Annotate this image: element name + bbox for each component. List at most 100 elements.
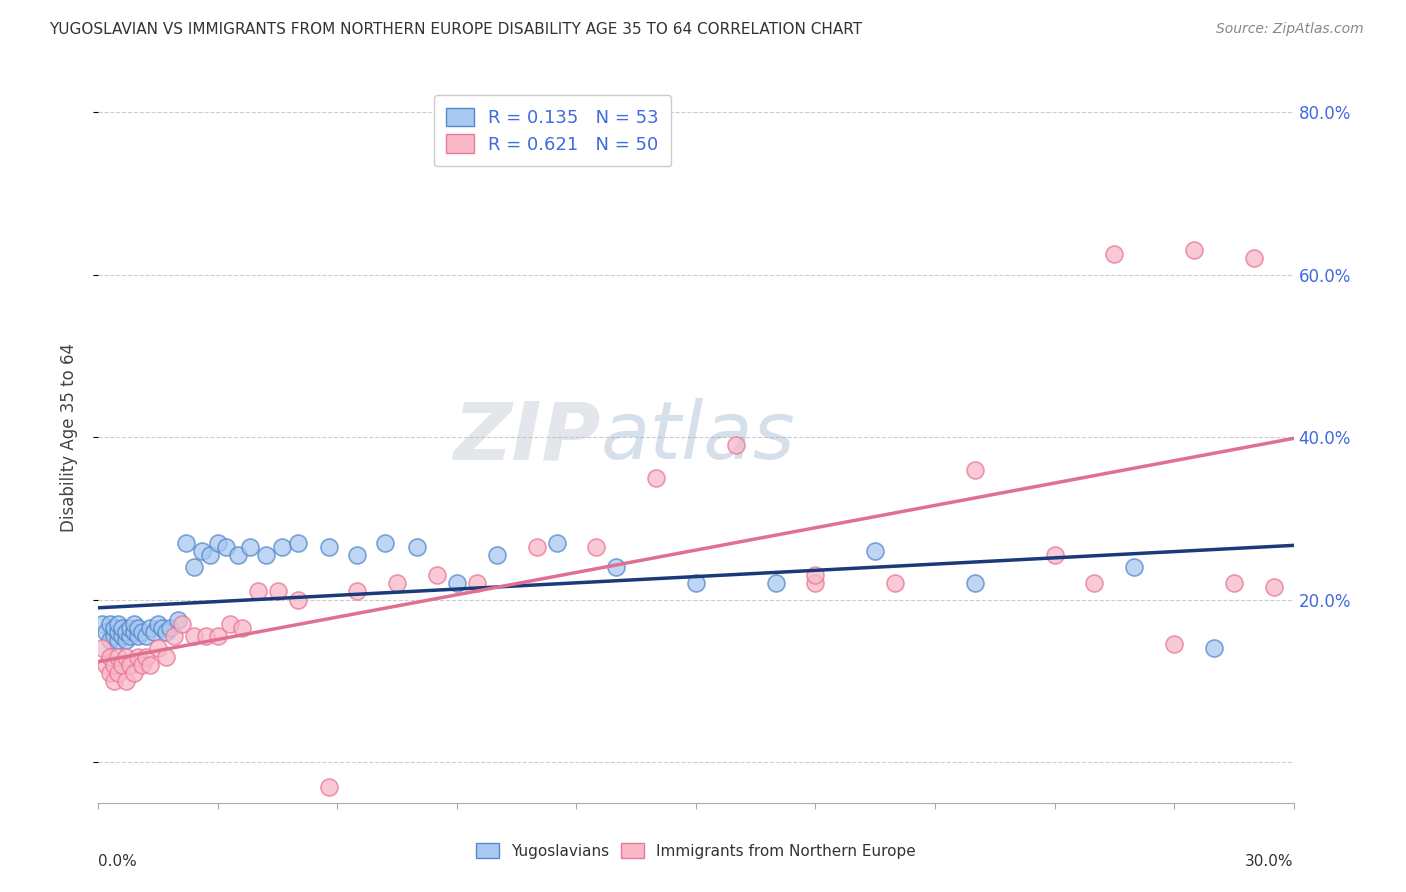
Point xyxy=(98,665,122,680)
Point xyxy=(254,548,277,562)
Point xyxy=(585,540,607,554)
Point xyxy=(98,617,122,632)
Point xyxy=(374,535,396,549)
Point xyxy=(115,625,138,640)
Point xyxy=(804,576,827,591)
Text: YUGOSLAVIAN VS IMMIGRANTS FROM NORTHERN EUROPE DISABILITY AGE 35 TO 64 CORRELATI: YUGOSLAVIAN VS IMMIGRANTS FROM NORTHERN … xyxy=(49,22,862,37)
Point xyxy=(526,540,548,554)
Point xyxy=(1083,576,1105,591)
Point xyxy=(207,629,229,643)
Point xyxy=(1123,560,1146,574)
Text: atlas: atlas xyxy=(600,398,796,476)
Point xyxy=(865,544,887,558)
Point xyxy=(546,535,568,549)
Point xyxy=(148,617,170,632)
Point xyxy=(150,621,173,635)
Point xyxy=(91,617,114,632)
Text: Source: ZipAtlas.com: Source: ZipAtlas.com xyxy=(1216,22,1364,37)
Legend: Yugoslavians, Immigrants from Northern Europe: Yugoslavians, Immigrants from Northern E… xyxy=(470,837,922,864)
Point xyxy=(115,673,138,688)
Point xyxy=(148,641,170,656)
Point xyxy=(195,629,218,643)
Point xyxy=(346,548,368,562)
Point xyxy=(155,625,177,640)
Point xyxy=(127,629,149,643)
Point xyxy=(124,665,146,680)
Point xyxy=(1043,548,1066,562)
Point xyxy=(155,649,177,664)
Point xyxy=(120,629,142,643)
Point xyxy=(124,625,146,640)
Point xyxy=(207,535,229,549)
Point xyxy=(111,629,134,643)
Point xyxy=(127,621,149,635)
Text: 0.0%: 0.0% xyxy=(98,854,138,869)
Point xyxy=(96,625,118,640)
Point xyxy=(1163,637,1185,651)
Point xyxy=(1263,581,1285,595)
Point xyxy=(724,438,747,452)
Point xyxy=(135,649,157,664)
Point xyxy=(685,576,707,591)
Point xyxy=(98,633,122,648)
Point xyxy=(120,621,142,635)
Point xyxy=(804,568,827,582)
Point xyxy=(183,629,205,643)
Point xyxy=(287,592,309,607)
Point xyxy=(96,657,118,672)
Point xyxy=(143,625,166,640)
Point xyxy=(765,576,787,591)
Point xyxy=(963,462,986,476)
Point xyxy=(135,629,157,643)
Point xyxy=(198,548,221,562)
Point xyxy=(115,649,138,664)
Point xyxy=(318,780,340,794)
Point xyxy=(215,540,238,554)
Point xyxy=(131,657,153,672)
Point xyxy=(239,540,262,554)
Point xyxy=(406,540,429,554)
Point xyxy=(465,576,488,591)
Point xyxy=(346,584,368,599)
Point xyxy=(246,584,269,599)
Point xyxy=(159,621,181,635)
Point xyxy=(645,471,668,485)
Point xyxy=(963,576,986,591)
Point xyxy=(1182,243,1205,257)
Point xyxy=(111,621,134,635)
Text: ZIP: ZIP xyxy=(453,398,600,476)
Point xyxy=(111,657,134,672)
Point xyxy=(1104,247,1126,261)
Point xyxy=(120,657,142,672)
Point xyxy=(385,576,409,591)
Point xyxy=(91,641,114,656)
Point xyxy=(446,576,468,591)
Point xyxy=(191,544,214,558)
Point xyxy=(115,633,138,648)
Point xyxy=(131,625,153,640)
Point xyxy=(172,617,194,632)
Point xyxy=(139,657,162,672)
Point xyxy=(1223,576,1246,591)
Text: 30.0%: 30.0% xyxy=(1246,854,1294,869)
Y-axis label: Disability Age 35 to 64: Disability Age 35 to 64 xyxy=(59,343,77,532)
Point xyxy=(183,560,205,574)
Point xyxy=(127,649,149,664)
Point xyxy=(605,560,627,574)
Point xyxy=(124,617,146,632)
Point xyxy=(485,548,508,562)
Point xyxy=(107,649,129,664)
Point xyxy=(1202,641,1225,656)
Point xyxy=(1243,252,1265,266)
Point xyxy=(103,657,125,672)
Point xyxy=(174,535,197,549)
Point xyxy=(103,621,125,635)
Point xyxy=(884,576,907,591)
Point xyxy=(318,540,340,554)
Point xyxy=(139,621,162,635)
Point xyxy=(167,613,190,627)
Point xyxy=(98,649,122,664)
Point xyxy=(103,673,125,688)
Point xyxy=(270,540,292,554)
Point xyxy=(103,629,125,643)
